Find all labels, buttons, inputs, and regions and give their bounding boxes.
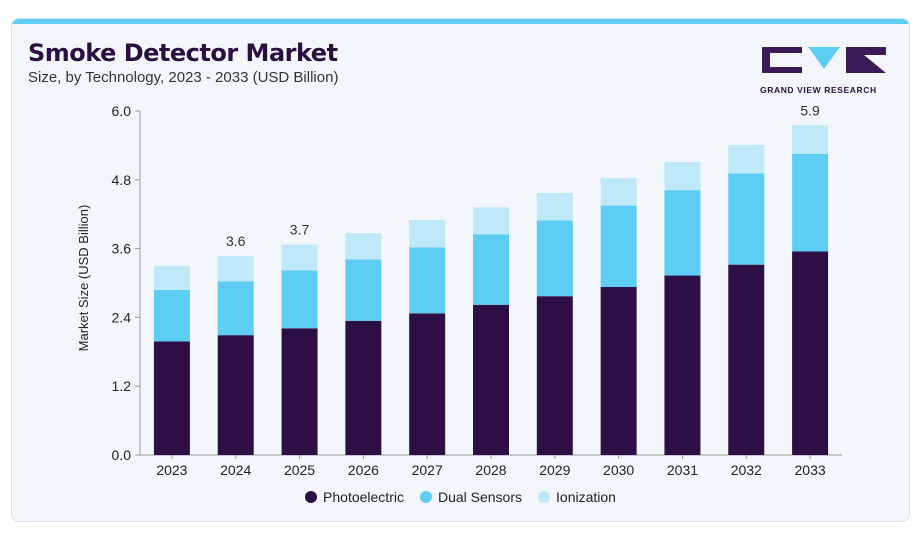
bar-dual-sensors [473,234,509,305]
x-tick-label: 2033 [795,462,826,478]
bar-ionization [409,219,446,248]
bar-dual-sensors [600,205,637,288]
legend-item: Ionization [538,489,616,505]
x-tick-label: 2032 [731,462,762,478]
y-tick-label: 4.8 [112,172,132,188]
bar-ionization [792,125,829,154]
chart-title: Smoke Detector Market [28,39,338,67]
x-tick-label: 2026 [348,462,379,478]
x-tick-label: 2031 [667,462,698,478]
accent-bar [12,19,909,24]
bar-dual-sensors [536,220,573,297]
bar-photoelectric [600,287,637,455]
legend-label: Ionization [556,489,616,505]
legend-item: Photoelectric [305,489,404,505]
x-tick-label: 2025 [284,462,315,478]
bar-ionization [600,178,637,206]
logo-text: GRAND VIEW RESEARCH [760,85,877,95]
bar-ionization [153,265,190,290]
bar-dual-sensors [664,190,701,276]
total-data-label: 5.9 [800,102,820,118]
bar-ionization [473,207,509,235]
bar-dual-sensors [345,259,382,321]
bar-dual-sensors [728,173,765,265]
legend: Photoelectric Dual Sensors Ionization [12,489,909,505]
bar-photoelectric [664,275,701,455]
legend-label: Photoelectric [323,489,404,505]
total-data-label: 3.6 [226,233,246,249]
total-data-label: 3.7 [290,222,310,238]
bar-photoelectric [281,328,318,455]
bar-dual-sensors [217,281,254,336]
bar-ionization [217,256,254,282]
x-tick-label: 2027 [412,462,443,478]
legend-label: Dual Sensors [437,489,523,505]
legend-item: Dual Sensors [419,489,523,505]
bar-ionization [345,233,382,260]
bar-ionization [536,192,573,221]
stacked-bar-chart: 0.0 1.2 2.4 3.6 4.8 6.0 Market Size (USD Billi… [76,102,842,478]
bar-dual-sensors [792,154,829,252]
x-tick-label: 2030 [603,462,634,478]
bar-photoelectric [728,264,765,455]
logo-mark-icon [762,47,886,73]
bar-photoelectric [792,251,829,455]
bar-ionization [728,144,765,174]
x-tick-label: 2024 [220,462,251,478]
bar-photoelectric [536,296,573,455]
legend-swatch [305,491,318,503]
x-tick-label: 2023 [156,462,187,478]
bar-photoelectric [345,320,382,455]
bar-dual-sensors [153,289,190,342]
y-tick-label: 2.4 [112,309,132,325]
bar-photoelectric [217,335,254,455]
y-tick-label: 3.6 [112,241,132,257]
bar-photoelectric [409,313,446,455]
chart-card: Smoke Detector Market Size, by Technolog… [11,18,910,522]
legend-swatch [419,491,432,503]
y-tick-label: 1.2 [112,378,132,394]
bar-photoelectric [153,341,190,455]
bar-dual-sensors [409,247,446,314]
y-tick-label: 0.0 [112,447,132,463]
grand-view-research-logo: GRAND VIEW RESEARCH [760,45,890,95]
x-tick-label: 2028 [475,462,506,478]
bar-ionization [281,244,318,271]
x-tick-label: 2029 [539,462,570,478]
bar-ionization [664,162,701,191]
legend-swatch [538,491,551,503]
y-tick-label: 6.0 [112,103,132,119]
chart-subtitle: Size, by Technology, 2023 - 2033 (USD Bi… [28,69,339,86]
bar-dual-sensors [281,270,318,329]
bar-photoelectric [473,304,509,455]
y-axis-label: Market Size (USD Billion) [76,205,91,352]
